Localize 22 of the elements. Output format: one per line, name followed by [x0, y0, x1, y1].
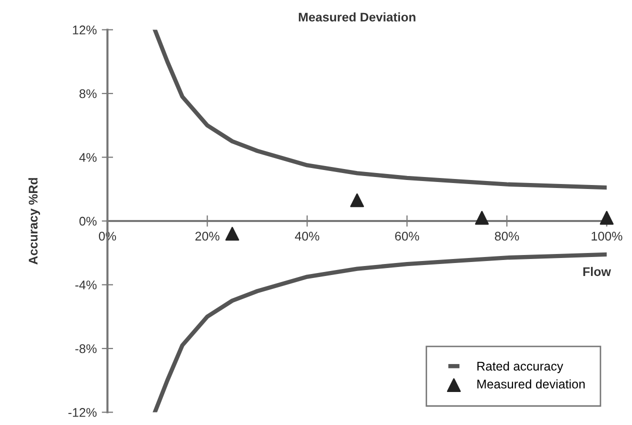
y-tick-label: -12% — [68, 408, 97, 417]
y-tick-label: 0% — [79, 216, 97, 226]
point — [600, 210, 614, 225]
y-tick-label: -8% — [75, 344, 97, 354]
y-tick-label: 12% — [72, 26, 97, 34]
x-tick-label: 80% — [494, 232, 519, 241]
y-tick-label: 4% — [79, 153, 97, 162]
x-tick-label: 20% — [195, 232, 220, 241]
chart-title: Measured Deviation — [298, 12, 416, 22]
line-series — [152, 30, 607, 190]
x-axis-title: Flow — [583, 266, 611, 276]
x-tick-label: 40% — [294, 232, 320, 241]
legend-label: Rated accuracy — [477, 361, 564, 374]
x-tick-label: 100% — [592, 232, 622, 241]
point — [225, 226, 240, 241]
y-axis-title: Accuracy %Rd — [28, 178, 40, 264]
y-tick-label: 8% — [80, 89, 97, 98]
point — [350, 193, 364, 208]
point — [474, 210, 489, 225]
x-tick-label: 60% — [395, 232, 420, 241]
y-tick-label: -4% — [75, 280, 97, 290]
legend-label: Measured deviation — [477, 379, 585, 389]
